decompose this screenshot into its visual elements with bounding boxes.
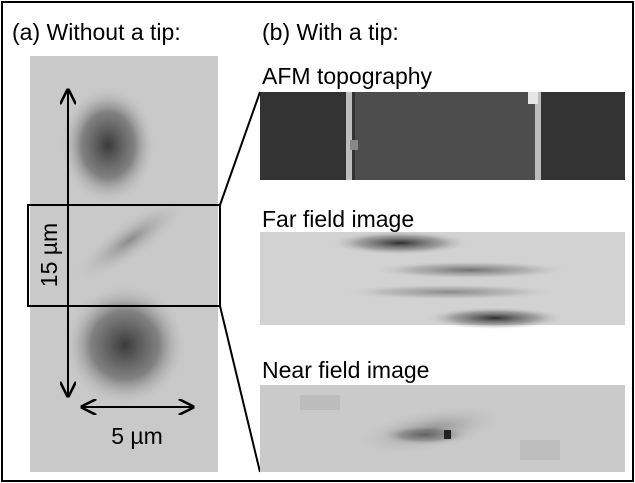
figure: (a) Without a tip: (b) With a tip: AFM t…	[0, 0, 635, 483]
afm-image	[260, 92, 625, 180]
near-field-image	[260, 385, 625, 472]
width-label: 5 µm	[111, 423, 163, 449]
panel-b-title: (b) With a tip:	[262, 19, 399, 45]
image-label: AFM topography	[262, 63, 433, 89]
panel-a-title: (a) Without a tip:	[12, 19, 181, 45]
far-field-image	[260, 231, 625, 329]
image-label: Far field image	[262, 206, 414, 232]
height-label: 15 µm	[36, 223, 62, 287]
image-label: Near field image	[262, 357, 429, 383]
